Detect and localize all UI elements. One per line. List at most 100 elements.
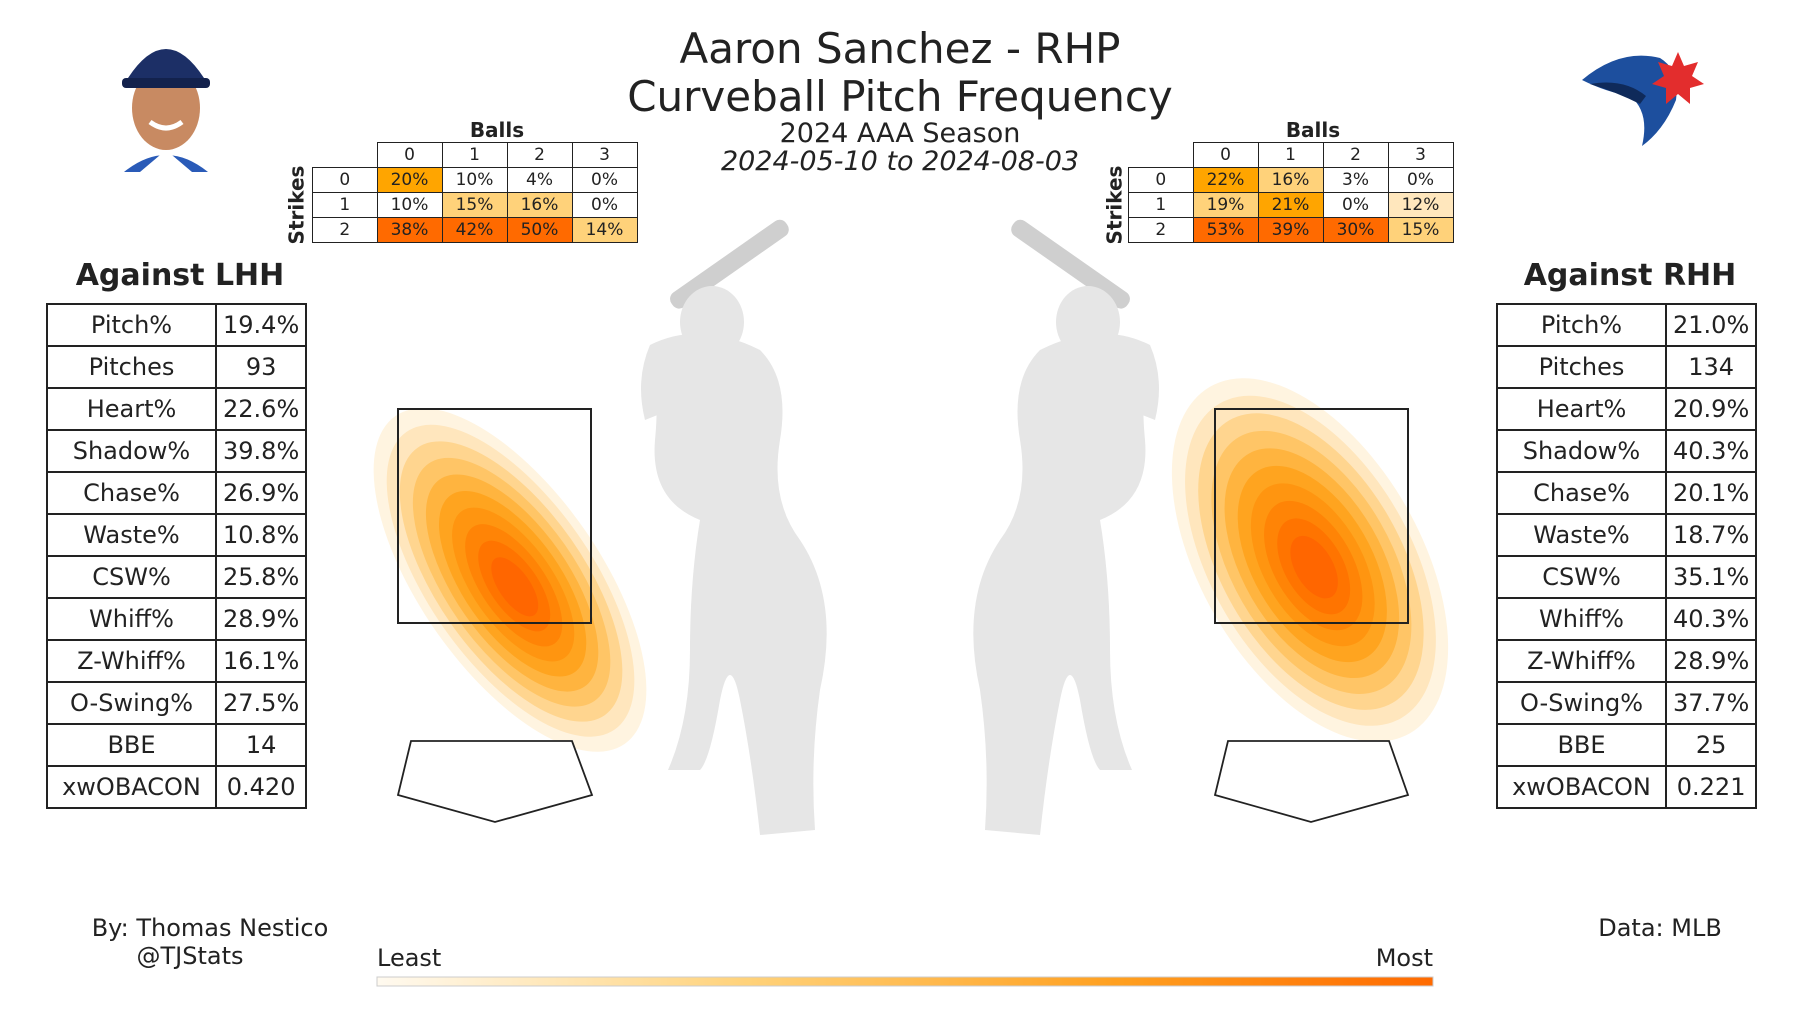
author-credit: By: Thomas Nestico — [91, 914, 329, 942]
left-balls-label: Balls — [469, 118, 525, 142]
stats-row: Heart% 20.9% — [1496, 387, 1758, 431]
stat-label: Heart% — [46, 387, 217, 431]
count-cell: 14% — [571, 217, 638, 243]
stats-row: O-Swing% 37.7% — [1496, 681, 1758, 725]
stat-value: 28.9% — [1664, 639, 1758, 683]
season-label: 2024 AAA Season — [779, 118, 1021, 149]
stat-value: 25 — [1664, 723, 1758, 767]
stat-label: CSW% — [1496, 555, 1667, 599]
stat-value: 40.3% — [1664, 597, 1758, 641]
stat-label: Whiff% — [46, 597, 217, 641]
count-cell: 42% — [441, 217, 508, 243]
count-cell: 22% — [1192, 167, 1259, 193]
count-cell: 16% — [506, 192, 573, 218]
stats-row: xwOBACON 0.221 — [1496, 765, 1758, 809]
stat-label: Heart% — [1496, 387, 1667, 431]
right-balls-label: Balls — [1285, 118, 1341, 142]
count-cell: 30% — [1322, 217, 1389, 243]
right-heatmap — [1171, 378, 1449, 742]
right-strikes-label: Strikes — [1102, 165, 1127, 245]
stat-label: BBE — [46, 723, 217, 767]
balls-header-cell: 3 — [1387, 142, 1454, 168]
strikes-header-cell: 0 — [1128, 167, 1194, 193]
count-cell: 0% — [571, 167, 638, 193]
stat-label: xwOBACON — [1496, 765, 1667, 809]
stats-row: xwOBACON 0.420 — [46, 765, 308, 809]
strikes-header-cell: 2 — [1128, 217, 1194, 243]
team-logo — [1582, 52, 1704, 146]
stat-label: CSW% — [46, 555, 217, 599]
right-batter-silhouette — [973, 219, 1159, 835]
stat-label: Chase% — [46, 471, 217, 515]
stats-row: Z-Whiff% 16.1% — [46, 639, 308, 683]
count-cell: 12% — [1387, 192, 1454, 218]
heat-contour — [491, 557, 539, 617]
balls-header-cell: 2 — [1322, 142, 1389, 168]
stats-row: BBE 14 — [46, 723, 308, 767]
stats-row: Chase% 20.1% — [1496, 471, 1758, 515]
stat-value: 14 — [214, 723, 308, 767]
stat-value: 93 — [214, 345, 308, 389]
stat-value: 22.6% — [214, 387, 308, 431]
count-corner — [313, 143, 378, 168]
left-home-plate — [396, 740, 594, 823]
left-count-table: 0 1 2 3 0 20% 10% 4% 0% 1 10% 15% 16% 0% 2 38% 42% 50% 14% — [312, 142, 638, 243]
count-cell: 53% — [1192, 217, 1259, 243]
stat-label: Pitch% — [46, 303, 217, 347]
stat-value: 28.9% — [214, 597, 308, 641]
stats-row: CSW% 25.8% — [46, 555, 308, 599]
stats-row: Waste% 18.7% — [1496, 513, 1758, 557]
stat-value: 20.1% — [1664, 471, 1758, 515]
count-cell: 0% — [571, 192, 638, 218]
stat-label: Waste% — [1496, 513, 1667, 557]
right-home-plate — [1213, 740, 1410, 823]
strikes-header-cell: 1 — [1128, 192, 1194, 218]
stat-value: 39.8% — [214, 429, 308, 473]
stats-row: Whiff% 28.9% — [46, 597, 308, 641]
stat-value: 37.7% — [1664, 681, 1758, 725]
balls-header-cell: 0 — [1192, 142, 1259, 168]
stat-label: Z-Whiff% — [1496, 639, 1667, 683]
stats-row: Pitches 134 — [1496, 345, 1758, 389]
stat-label: O-Swing% — [1496, 681, 1667, 725]
right-side-header: Against RHH — [1523, 258, 1737, 293]
stat-value: 27.5% — [214, 681, 308, 725]
stats-row: Shadow% 39.8% — [46, 429, 308, 473]
right-count-table: 0 1 2 3 0 22% 16% 3% 0% 1 19% 21% 0% 12% 2 53% 39% 30% 15% — [1128, 142, 1454, 243]
count-cell: 10% — [441, 167, 508, 193]
author-handle: @TJStats — [136, 942, 244, 970]
count-corner — [1129, 143, 1194, 168]
stat-label: BBE — [1496, 723, 1667, 767]
count-cell: 39% — [1257, 217, 1324, 243]
balls-header-cell: 1 — [441, 142, 508, 168]
stats-row: Waste% 10.8% — [46, 513, 308, 557]
left-strikes-label: Strikes — [284, 165, 309, 245]
stats-row: Whiff% 40.3% — [1496, 597, 1758, 641]
player-headshot — [118, 36, 214, 172]
stat-value: 20.9% — [1664, 387, 1758, 431]
stats-row: Heart% 22.6% — [46, 387, 308, 431]
scale-most-label: Most — [1375, 944, 1433, 972]
stat-value: 21.0% — [1664, 303, 1758, 347]
right-stats-table: Pitch% 21.0% Pitches 134 Heart% 20.9% Shadow% 4… — [1496, 303, 1758, 809]
stat-label: Chase% — [1496, 471, 1667, 515]
stat-value: 10.8% — [214, 513, 308, 557]
stat-label: Whiff% — [1496, 597, 1667, 641]
stat-value: 25.8% — [214, 555, 308, 599]
title-line-2: Curveball Pitch Frequency — [627, 72, 1173, 121]
left-batter-silhouette — [641, 219, 827, 835]
left-heatmap — [373, 408, 647, 752]
strikes-header-cell: 1 — [312, 192, 378, 218]
stat-label: Shadow% — [1496, 429, 1667, 473]
count-cell: 10% — [376, 192, 443, 218]
data-source: Data: MLB — [1598, 914, 1722, 942]
left-stats-table: Pitch% 19.4% Pitches 93 Heart% 22.6% Shadow% 39… — [46, 303, 308, 809]
stat-value: 134 — [1664, 345, 1758, 389]
stats-row: O-Swing% 27.5% — [46, 681, 308, 725]
balls-header-cell: 0 — [376, 142, 443, 168]
count-cell: 15% — [441, 192, 508, 218]
stats-row: Z-Whiff% 28.9% — [1496, 639, 1758, 683]
color-scale-bar — [376, 976, 1434, 987]
count-cell: 0% — [1322, 192, 1389, 218]
